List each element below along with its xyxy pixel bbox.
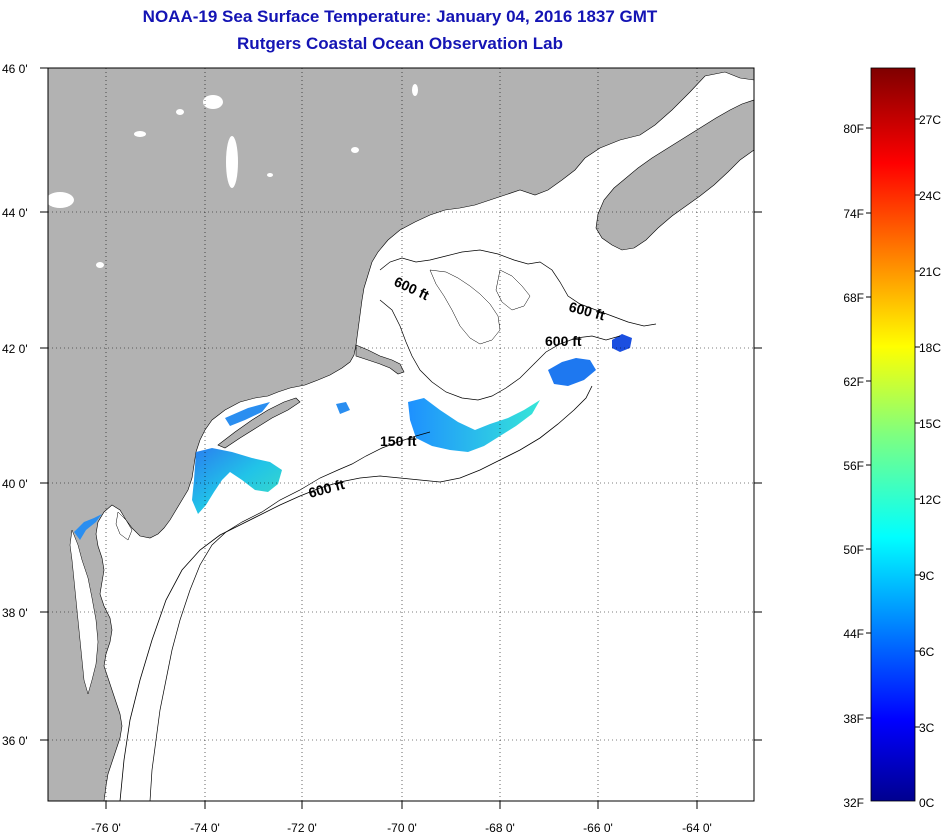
- sst-patch-scotian-shelf: [612, 334, 632, 352]
- long-island-land: [217, 397, 301, 449]
- lon-labels: -76 0' -74 0' -72 0' -70 0' -68 0' -66 0…: [91, 821, 712, 835]
- lon-label: -76 0': [91, 821, 121, 835]
- contour-150ft-shelf: [149, 431, 431, 801]
- lake: [267, 173, 273, 177]
- mainland-land: [48, 68, 754, 801]
- contour-gulf-of-maine: [379, 249, 657, 327]
- lat-label: 36 0': [2, 734, 28, 748]
- lon-label: -66 0': [583, 821, 613, 835]
- lat-label: 46 0': [2, 62, 28, 76]
- lon-label: -68 0': [485, 821, 515, 835]
- lake: [226, 136, 238, 188]
- map-subtitle: Rutgers Coastal Ocean Observation Lab: [237, 34, 563, 53]
- sst-patch-ny-bight: [192, 448, 282, 514]
- contour-label: 150 ft: [380, 433, 417, 449]
- sst-patch-long-island-sound: [225, 402, 270, 426]
- lon-label: -72 0': [287, 821, 317, 835]
- lon-label: -74 0': [190, 821, 220, 835]
- contour-600ft-shelf: [119, 385, 593, 801]
- lat-label: 42 0': [2, 342, 28, 356]
- lake: [412, 84, 418, 96]
- contour-georges-inner: [379, 299, 621, 401]
- lake: [203, 95, 223, 109]
- lat-labels: 46 0' 44 0' 42 0' 40 0' 38 0' 36 0': [2, 62, 28, 748]
- map-title: NOAA-19 Sea Surface Temperature: January…: [142, 7, 658, 26]
- sst-patch-southern-new-england: [408, 398, 540, 452]
- lat-label: 44 0': [2, 206, 28, 220]
- map-ticks: [40, 67, 762, 809]
- lon-label: -70 0': [387, 821, 417, 835]
- map-grid: [48, 68, 754, 801]
- lake: [176, 109, 184, 115]
- delaware-bay: [115, 511, 133, 541]
- map-frame: [47, 67, 755, 802]
- lake: [134, 131, 146, 137]
- contour-label: 600 ft: [545, 333, 582, 349]
- contour-gulf-detail: [429, 269, 501, 345]
- lake: [351, 147, 359, 153]
- lon-label: -64 0': [682, 821, 712, 835]
- lat-label: 38 0': [2, 606, 28, 620]
- lake: [48, 192, 74, 208]
- contour-gulf-detail: [495, 269, 531, 311]
- nova-scotia-land: [595, 99, 754, 251]
- sst-patch-delmarva: [74, 514, 102, 540]
- lake: [96, 262, 104, 268]
- cape-cod-land: [355, 344, 405, 375]
- lat-label: 40 0': [2, 477, 28, 491]
- sst-patch-nantucket: [336, 402, 350, 414]
- sst-patch-georges-bank: [548, 358, 596, 386]
